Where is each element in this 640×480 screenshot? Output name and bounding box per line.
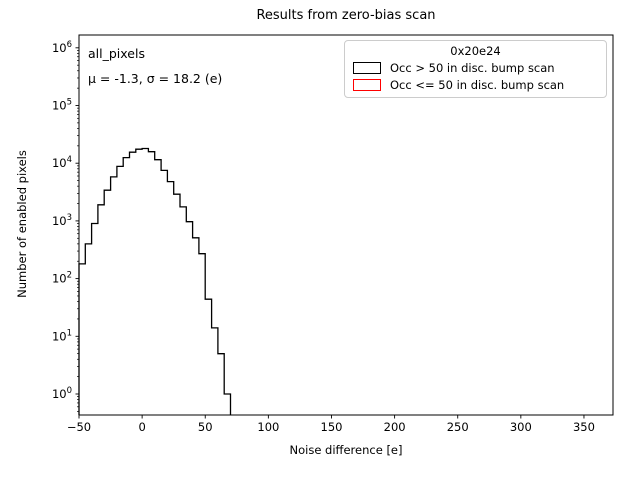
annotation-selection: all_pixels [88,46,145,61]
legend-entry: Occ <= 50 in disc. bump scan [351,78,600,92]
y-axis-label: Number of enabled pixels [15,150,29,298]
legend-title: 0x20e24 [450,44,501,58]
legend-entries: Occ > 50 in disc. bump scan Occ <= 50 in … [351,61,600,92]
x-tick-label: 50 [198,420,213,434]
chart-title: Results from zero-bias scan [256,8,436,23]
annotation-stats: μ = -1.3, σ = 18.2 (e) [88,71,223,86]
legend-entry-label: Occ <= 50 in disc. bump scan [390,78,565,92]
axes-frame [78,34,614,416]
x-tick-label: 250 [447,420,469,434]
y-tick-label: 101 [52,328,72,343]
x-tick-label: −50 [67,420,91,434]
y-tick-label: 100 [52,386,72,401]
histogram-step-series [78,147,232,415]
y-tick-label: 103 [52,213,72,228]
x-axis-label: Noise difference [e] [289,443,403,457]
y-tick-label: 104 [52,155,72,170]
x-tick-label: 200 [384,420,406,434]
x-tick-label: 100 [257,420,279,434]
y-tick-label: 102 [52,271,72,286]
legend-entry-label: Occ > 50 in disc. bump scan [390,61,555,75]
legend: 0x20e24 Occ > 50 in disc. bump scan Occ <… [344,40,607,98]
legend-swatch-icon [353,79,381,91]
x-tick-label: 150 [321,420,343,434]
x-tick-label: 300 [510,420,532,434]
legend-entry: Occ > 50 in disc. bump scan [351,61,600,75]
y-tick-label: 106 [52,40,72,55]
x-tick-label: 0 [138,420,145,434]
y-tick-label: 105 [52,98,72,113]
x-tick-label: 350 [573,420,595,434]
legend-swatch-icon [353,62,381,74]
